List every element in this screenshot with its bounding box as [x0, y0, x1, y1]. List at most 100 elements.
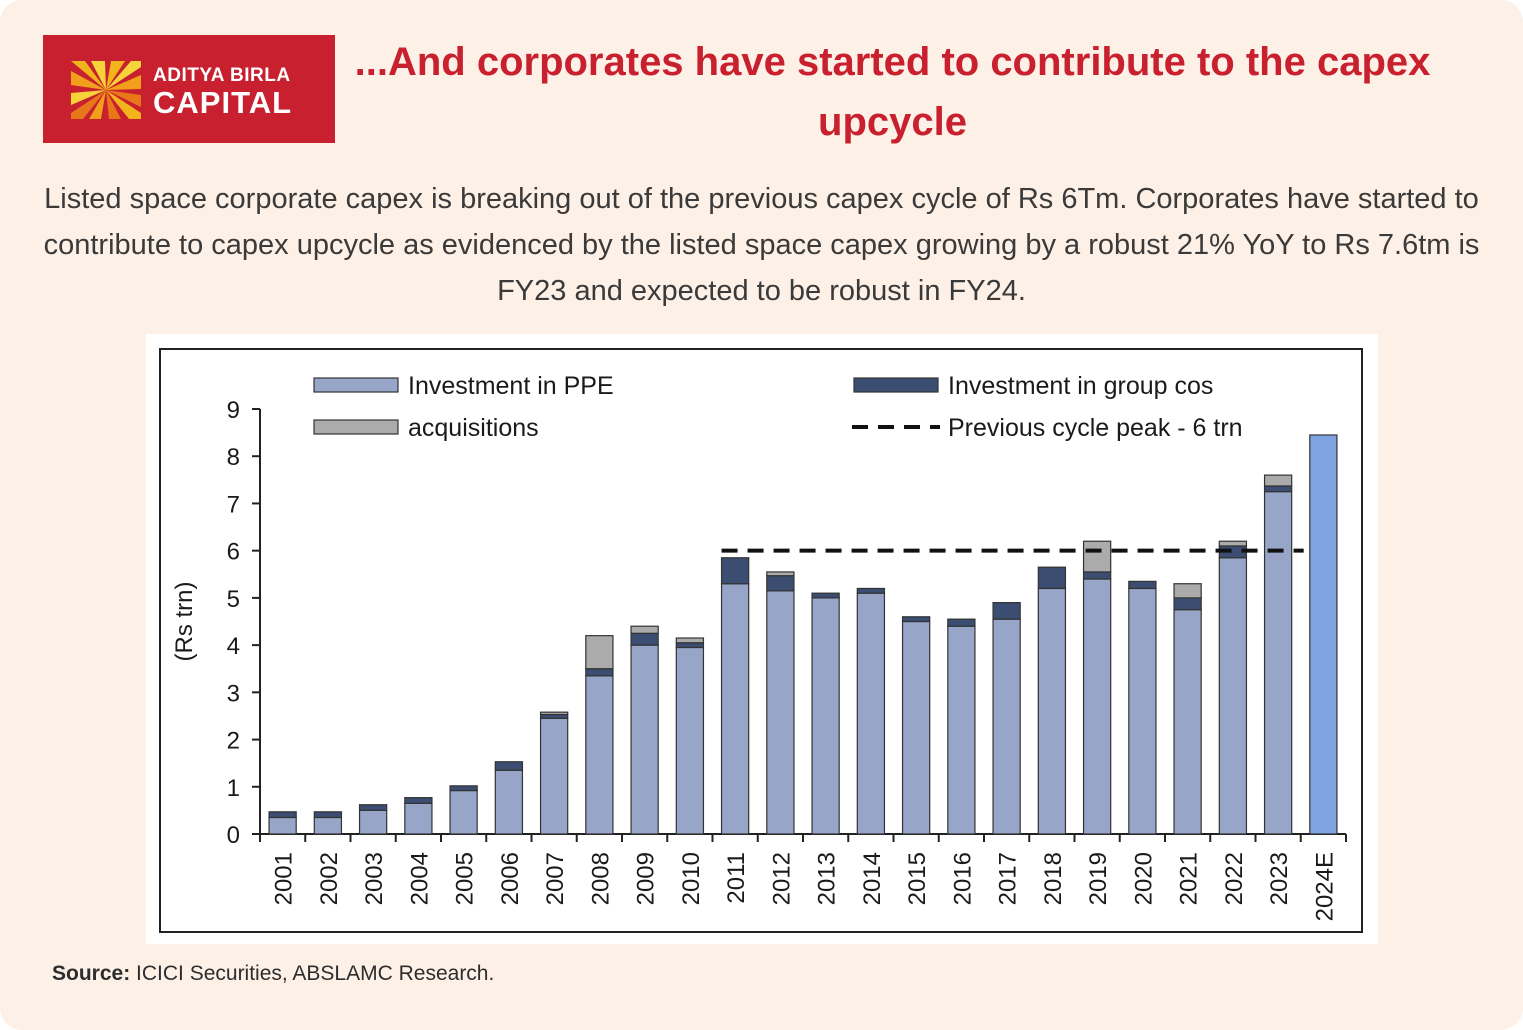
bar-segment — [1082, 578, 1112, 835]
bar-segment — [1037, 587, 1067, 835]
bar-segment — [947, 625, 976, 835]
y-tick-label: 3 — [227, 680, 240, 707]
bar-segment — [1173, 597, 1202, 611]
legend-label: Investment in PPE — [408, 372, 614, 400]
x-tick-label: 2023 — [1266, 852, 1293, 905]
bar-segment — [766, 571, 795, 577]
bar-segment — [539, 717, 569, 835]
bar-segment — [992, 602, 1021, 620]
source-note: Source: ICICI Securities, ABSLAMC Resear… — [52, 962, 494, 986]
x-tick-label: 2004 — [406, 852, 433, 905]
bar-segment — [268, 816, 297, 835]
x-tick-label: 2012 — [768, 852, 795, 905]
x-tick-label: 2010 — [678, 852, 705, 905]
bar-segment — [1082, 540, 1112, 573]
bar-segment — [675, 642, 705, 649]
bar-segment — [494, 769, 524, 835]
chart-container: 0 1 2 3 4 5 6 7 8 9 (Rs trn) 2001 2002 2003 2004 2005 20… — [146, 334, 1378, 944]
bar-segment — [268, 811, 297, 819]
aditya-birla-capital-logo: ADITYA BIRLA CAPITAL — [43, 35, 335, 143]
bar-segment — [766, 590, 795, 835]
bar-segment — [856, 592, 886, 835]
y-tick-label: 7 — [227, 491, 240, 518]
bar-segment — [1082, 571, 1112, 580]
bar-segment — [539, 711, 569, 716]
bar-segment — [1263, 485, 1293, 493]
x-tick-label: 2007 — [542, 852, 569, 905]
bar-segment — [449, 785, 478, 792]
y-tick-label: 6 — [227, 539, 240, 566]
bar-segment — [856, 587, 886, 594]
x-tick-label: 2022 — [1221, 852, 1248, 905]
bar-segment — [947, 618, 976, 627]
x-tick-label: 2008 — [587, 852, 614, 905]
bar-segment — [630, 632, 659, 646]
x-tick-label: 2013 — [814, 852, 841, 905]
legend-label: acquisitions — [408, 414, 539, 442]
bar-segment — [901, 620, 931, 835]
legend-swatch — [853, 377, 939, 393]
bar-segment — [585, 675, 614, 835]
page-title: ...And corporates have started to contri… — [354, 40, 1431, 144]
bar-segment — [811, 592, 840, 599]
y-tick-label: 8 — [227, 444, 240, 471]
plot-frame — [159, 348, 1363, 933]
bar-segment — [675, 637, 705, 644]
x-tick-label: 2016 — [949, 852, 976, 905]
bar-segment — [494, 761, 524, 771]
legend-label: Previous cycle peak - 6 trn — [948, 414, 1243, 442]
y-tick-label: 5 — [227, 586, 240, 613]
bar-segment — [901, 616, 931, 623]
y-axis-label: (Rs trn) — [171, 582, 198, 662]
capex-bar-chart: 0 1 2 3 4 5 6 7 8 9 (Rs trn) 2001 2002 2003 2004 2005 20… — [159, 348, 1363, 933]
logo-line2: CAPITAL — [153, 85, 293, 120]
y-tick-label: 0 — [227, 822, 240, 849]
x-tick-label: 2014 — [859, 852, 886, 905]
y-tick-label: 2 — [227, 728, 240, 755]
legend-label: Investment in group cos — [948, 372, 1213, 400]
bar-segment — [404, 797, 433, 804]
bar-segment — [313, 816, 343, 835]
legend-swatch — [313, 377, 399, 393]
source-text: ICICI Securities, ABSLAMC Research. — [136, 962, 495, 985]
x-tick-label: 2019 — [1085, 852, 1112, 905]
bar-segment — [630, 644, 659, 835]
bar-segment — [1128, 587, 1157, 835]
bar-segment — [720, 583, 750, 835]
bar-segment — [1309, 434, 1338, 835]
x-tick-label: 2005 — [452, 852, 479, 905]
sunburst-logo-icon — [71, 61, 141, 119]
bar-segment — [992, 618, 1021, 835]
bar-segment — [585, 668, 614, 677]
bar-segment — [1218, 557, 1248, 835]
bar-segment — [811, 597, 840, 835]
x-tick-label: 2006 — [497, 852, 524, 905]
y-tick-label: 4 — [227, 633, 240, 660]
x-tick-label: 2017 — [995, 852, 1022, 905]
bar-segment — [313, 811, 343, 819]
bar-segment — [675, 646, 705, 835]
x-tick-label: 2021 — [1176, 852, 1203, 905]
bar-segment — [1173, 609, 1202, 835]
logo-line1: ADITYA BIRLA — [153, 65, 291, 86]
x-tick-label: 2001 — [271, 852, 298, 905]
x-tick-label: 2009 — [633, 852, 660, 905]
bar-segment — [358, 809, 388, 835]
bar-segment — [1218, 540, 1248, 547]
bar-segment — [1128, 580, 1157, 590]
x-tick-label: 2015 — [904, 852, 931, 905]
x-tick-label: 2003 — [361, 852, 388, 905]
x-tick-label: 2020 — [1130, 852, 1157, 905]
bar-segment — [720, 557, 750, 585]
x-tick-label: 2018 — [1040, 852, 1067, 905]
bar-segment — [1037, 566, 1067, 590]
bar-segment — [585, 635, 614, 670]
bar-segment — [449, 789, 478, 835]
source-label: Source: — [52, 962, 131, 985]
page-description: Listed space corporate capex is breaking… — [43, 183, 1480, 307]
bar-segment — [766, 575, 795, 592]
bar-segment — [358, 804, 388, 811]
y-tick-label: 9 — [227, 397, 240, 424]
legend-swatch — [313, 419, 399, 435]
